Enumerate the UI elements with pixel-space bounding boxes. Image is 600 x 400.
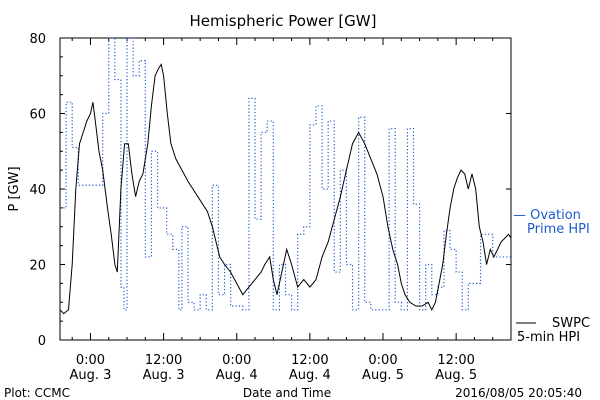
series-swpc-line [59,63,512,315]
x-tick-time-label: 12:00 [437,353,474,368]
series-ovation-prime-line [60,37,511,311]
y-tick-label: 40 [29,183,46,198]
x-tick-time-label: 12:00 [291,353,328,368]
x-tick-date-label: Aug. 4 [216,368,258,383]
y-tick-label: 80 [29,32,46,47]
y-tick-label: 20 [29,259,46,274]
x-tick-time-label: 0:00 [76,353,105,368]
x-tick-time-label: 0:00 [368,353,397,368]
x-tick-date-label: Aug. 3 [143,368,185,383]
y-axis-label: P [GW] [7,166,22,211]
legend-swpc-line2: 5-min HPI [517,330,580,345]
x-tick-date-label: Aug. 3 [70,368,112,383]
legend-swpc-line1: SWPC [552,316,590,331]
x-axis-label: Date and Time [243,386,331,400]
plot-credit: Plot: CCMC [4,386,70,400]
plot-timestamp: 2016/08/05 20:05:40 [455,386,582,400]
x-tick-date-label: Aug. 4 [289,368,331,383]
legend-ovation-line1: — Ovation [513,208,581,223]
y-tick-label: 0 [38,334,46,349]
x-tick-date-label: Aug. 5 [435,368,477,383]
x-tick-date-label: Aug. 5 [362,368,404,383]
y-tick-label: 60 [29,108,46,123]
x-tick-time-label: 12:00 [145,353,182,368]
y-axis-ticks: 0 20 40 60 80 [29,32,511,349]
x-tick-time-label: 0:00 [222,353,251,368]
chart-title: Hemispheric Power [GW] [190,12,377,30]
legend-ovation-line2: Prime HPI [527,222,590,237]
series-layer [59,37,512,315]
